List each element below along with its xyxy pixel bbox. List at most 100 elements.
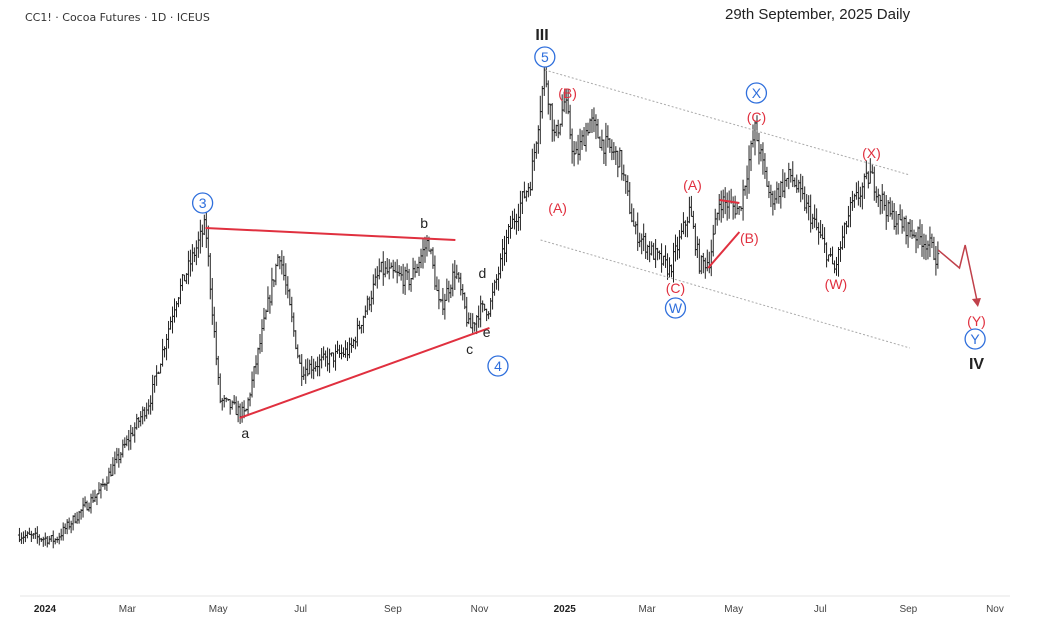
projection-arrow[interactable] bbox=[937, 244, 979, 306]
ohlc-bar bbox=[906, 221, 910, 248]
ohlc-bar bbox=[196, 231, 200, 258]
ohlc-bar bbox=[532, 143, 536, 171]
ohlc-bar bbox=[409, 278, 413, 292]
wave-label-text: (B) bbox=[740, 230, 759, 246]
ohlc-bar bbox=[165, 333, 169, 361]
ohlc-bar bbox=[290, 296, 294, 323]
ohlc-bar bbox=[419, 248, 423, 269]
ohlc-bar bbox=[608, 138, 612, 153]
ohlc-bar bbox=[596, 118, 600, 139]
wave-label-text: (C) bbox=[747, 109, 766, 125]
ohlc-bar bbox=[399, 266, 403, 281]
ohlc-bar bbox=[43, 532, 47, 546]
wave-label-text: X bbox=[752, 85, 762, 101]
ohlc-bar bbox=[646, 244, 650, 261]
ohlc-bar bbox=[192, 247, 196, 263]
ohlc-bar bbox=[338, 344, 342, 358]
ohlc-bar bbox=[254, 355, 258, 375]
ohlc-bar bbox=[932, 236, 936, 261]
ohlc-bar bbox=[711, 224, 715, 257]
ohlc-bar bbox=[367, 296, 371, 311]
channel-upper-line[interactable] bbox=[544, 69, 910, 176]
ohlc-bar bbox=[594, 114, 598, 140]
wave-label: (X) bbox=[862, 145, 881, 161]
ohlc-bar bbox=[65, 519, 69, 535]
ohlc-bar bbox=[268, 294, 272, 314]
ohlc-bar bbox=[145, 402, 149, 419]
ohlc-bar bbox=[139, 411, 143, 427]
ohlc-bar bbox=[584, 122, 588, 152]
ohlc-bar bbox=[250, 371, 254, 398]
wave-label-text: Y bbox=[970, 331, 980, 347]
wave-circle-icon bbox=[487, 355, 509, 377]
wave-label: X bbox=[745, 82, 768, 104]
ohlc-bar bbox=[829, 247, 833, 257]
wave-label: (A) bbox=[548, 200, 567, 216]
ohlc-bar bbox=[856, 180, 860, 206]
ohlc-bar bbox=[821, 223, 825, 240]
ohlc-bar bbox=[534, 141, 538, 159]
channel-lower-line[interactable] bbox=[540, 239, 910, 349]
ohlc-bar bbox=[421, 237, 425, 269]
wave-label: 4 bbox=[487, 355, 509, 377]
ohlc-bar bbox=[612, 142, 616, 160]
ohlc-bar bbox=[650, 241, 654, 256]
ohlc-bar bbox=[508, 215, 512, 239]
ohlc-bar bbox=[823, 227, 827, 254]
trendlines bbox=[205, 69, 981, 419]
ohlc-bar bbox=[733, 195, 737, 219]
ohlc-bar bbox=[310, 355, 314, 379]
ohlc-bar bbox=[715, 212, 719, 226]
ohlc-bar bbox=[797, 179, 801, 193]
ohlc-bar bbox=[606, 125, 610, 148]
ohlc-bar bbox=[900, 209, 904, 234]
date-title: 29th September, 2025 Daily bbox=[725, 6, 911, 23]
b-wave-line[interactable] bbox=[707, 231, 741, 269]
ohlc-bar bbox=[924, 234, 928, 261]
ohlc-bar bbox=[540, 85, 544, 119]
ohlc-bar bbox=[538, 95, 542, 145]
ohlc-bar bbox=[198, 219, 202, 254]
ohlc-bar bbox=[838, 241, 842, 262]
ohlc-bar bbox=[111, 457, 115, 476]
ohlc-bar bbox=[103, 482, 107, 490]
ohlc-bar bbox=[238, 403, 242, 425]
ohlc-bar bbox=[186, 250, 190, 285]
ohlc-bar bbox=[775, 181, 779, 204]
ohlc-bar bbox=[27, 527, 31, 535]
ohlc-bar bbox=[707, 251, 711, 274]
wave-label: 3 bbox=[191, 192, 214, 214]
ohlc-bar bbox=[220, 397, 224, 411]
ohlc-bar bbox=[393, 261, 397, 273]
ohlc-bar bbox=[783, 172, 787, 199]
ohlc-bar bbox=[387, 259, 391, 280]
ohlc-bar bbox=[842, 222, 846, 249]
ohlc-bar bbox=[218, 373, 222, 404]
ohlc-bar bbox=[524, 190, 528, 202]
ohlc-bar bbox=[99, 483, 103, 499]
ohlc-bar bbox=[526, 183, 530, 198]
ohlc-bar bbox=[97, 482, 101, 495]
b-wave-top-line[interactable] bbox=[719, 199, 740, 204]
ohlc-bar bbox=[795, 174, 799, 193]
ohlc-bar bbox=[383, 260, 387, 278]
ohlc-bar bbox=[61, 522, 65, 541]
ohlc-bar bbox=[546, 80, 550, 115]
triangle-upper-line[interactable] bbox=[205, 226, 456, 241]
x-axis-ticks: 2024 Mar May Jul Sep Nov 2025 Mar May Jul Sep Nov bbox=[34, 604, 1004, 615]
arrow-head-icon bbox=[971, 297, 981, 307]
ohlc-bar bbox=[153, 375, 157, 393]
x-tick-label: 2025 bbox=[554, 604, 577, 615]
ohlc-bar bbox=[751, 124, 755, 148]
ohlc-bar bbox=[324, 350, 328, 367]
ohlc-bar bbox=[163, 346, 167, 358]
ohlc-bar bbox=[658, 250, 662, 260]
ohlc-bar bbox=[779, 180, 783, 209]
ohlc-bar bbox=[628, 181, 632, 215]
ohlc-bar bbox=[123, 437, 127, 449]
triangle-lower-line[interactable] bbox=[239, 327, 490, 419]
ohlc-bar bbox=[763, 153, 767, 179]
ohlc-bar bbox=[318, 354, 322, 377]
ohlc-bar bbox=[93, 489, 97, 502]
